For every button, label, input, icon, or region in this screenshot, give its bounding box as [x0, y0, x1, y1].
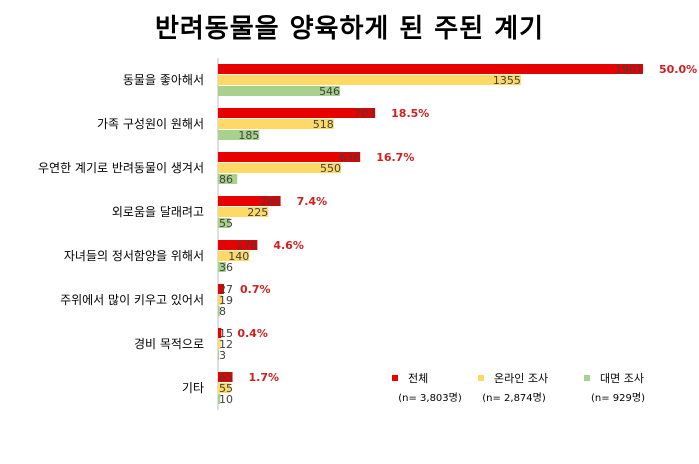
- bar-offline: [218, 262, 227, 272]
- bar-online: [218, 207, 269, 217]
- data-label: 27: [219, 283, 233, 296]
- data-label: 280: [260, 195, 281, 208]
- data-label: 36: [219, 261, 233, 274]
- legend-sample-size: (n= 3,803명): [398, 392, 462, 404]
- data-label: 176: [236, 239, 257, 252]
- bar-online: [218, 383, 231, 393]
- bar-total: [218, 152, 361, 162]
- data-label: 550: [320, 162, 341, 175]
- data-label: 1355: [493, 74, 521, 87]
- legend-swatch: [392, 375, 398, 381]
- category-label: 동물을 좋아해서: [123, 73, 204, 87]
- bar-total: [218, 328, 222, 338]
- bar-total: [218, 240, 258, 250]
- percent-label: 18.5%: [391, 107, 429, 120]
- legend-entry: 온라인 조사: [494, 372, 548, 385]
- data-label: 518: [313, 118, 334, 131]
- category-label: 자녀들의 정서함양을 위해서: [64, 249, 204, 263]
- percent-label: 16.7%: [376, 151, 414, 164]
- bar-total: [218, 284, 225, 294]
- data-label: 636: [339, 151, 360, 164]
- bar-total: [218, 196, 281, 206]
- category-label: 주위에서 많이 키우고 있어서: [60, 293, 204, 307]
- bar-online: [218, 251, 250, 261]
- legend-sample-size: (n= 2,874명): [482, 392, 546, 404]
- data-label: 10: [219, 393, 233, 406]
- bar-total: [218, 64, 643, 74]
- legend-swatch: [478, 375, 484, 381]
- bar-offline: [218, 86, 341, 96]
- data-label: 65: [219, 371, 233, 384]
- bar-online: [218, 75, 521, 85]
- data-label: 225: [247, 206, 268, 219]
- percent-label: 4.6%: [273, 239, 304, 252]
- data-label: 8: [219, 305, 226, 318]
- data-label: 55: [219, 217, 233, 230]
- data-label: 3: [219, 349, 226, 362]
- category-label: 경비 목적으로: [134, 337, 204, 351]
- data-label: 140: [228, 250, 249, 263]
- bar-offline: [218, 218, 231, 228]
- data-label: 19: [219, 294, 233, 307]
- bar-total: [218, 372, 233, 382]
- bar-total: [218, 108, 376, 118]
- percent-label: 0.7%: [240, 283, 271, 296]
- percent-label: 0.4%: [237, 327, 268, 340]
- bar-online: [218, 295, 223, 305]
- bar-online: [218, 163, 341, 173]
- legend-entry: 전체: [408, 372, 428, 385]
- bar-offline: [218, 306, 220, 316]
- category-label: 우연한 계기로 반려동물이 생겨서: [38, 161, 204, 175]
- data-label: 546: [319, 85, 340, 98]
- data-label: 15: [219, 327, 233, 340]
- bar-online: [218, 119, 334, 129]
- category-label: 외로움을 달래려고: [112, 205, 204, 219]
- bar-offline: [218, 174, 238, 184]
- category-label: 가족 구성원이 원해서: [97, 117, 204, 131]
- data-label: 86: [219, 173, 233, 186]
- percent-label: 7.4%: [297, 195, 328, 208]
- bar-offline: [218, 394, 221, 404]
- data-label: 185: [238, 129, 259, 142]
- data-label: 55: [219, 382, 233, 395]
- percent-label: 50.0%: [659, 63, 697, 76]
- chart-title: 반려동물을 양육하게 된 주된 계기: [154, 14, 545, 44]
- category-label: 기타: [182, 381, 204, 395]
- data-label: 12: [219, 338, 233, 351]
- bar-offline: [218, 130, 260, 140]
- data-label: 1901: [615, 63, 643, 76]
- bar-online: [218, 339, 221, 349]
- percent-label: 1.7%: [249, 371, 280, 384]
- bar-offline: [218, 350, 219, 360]
- data-label: 703: [354, 107, 375, 120]
- legend-entry: 대면 조사: [600, 372, 644, 385]
- legend-swatch: [584, 375, 590, 381]
- legend-sample-size: (n= 929명): [591, 392, 645, 404]
